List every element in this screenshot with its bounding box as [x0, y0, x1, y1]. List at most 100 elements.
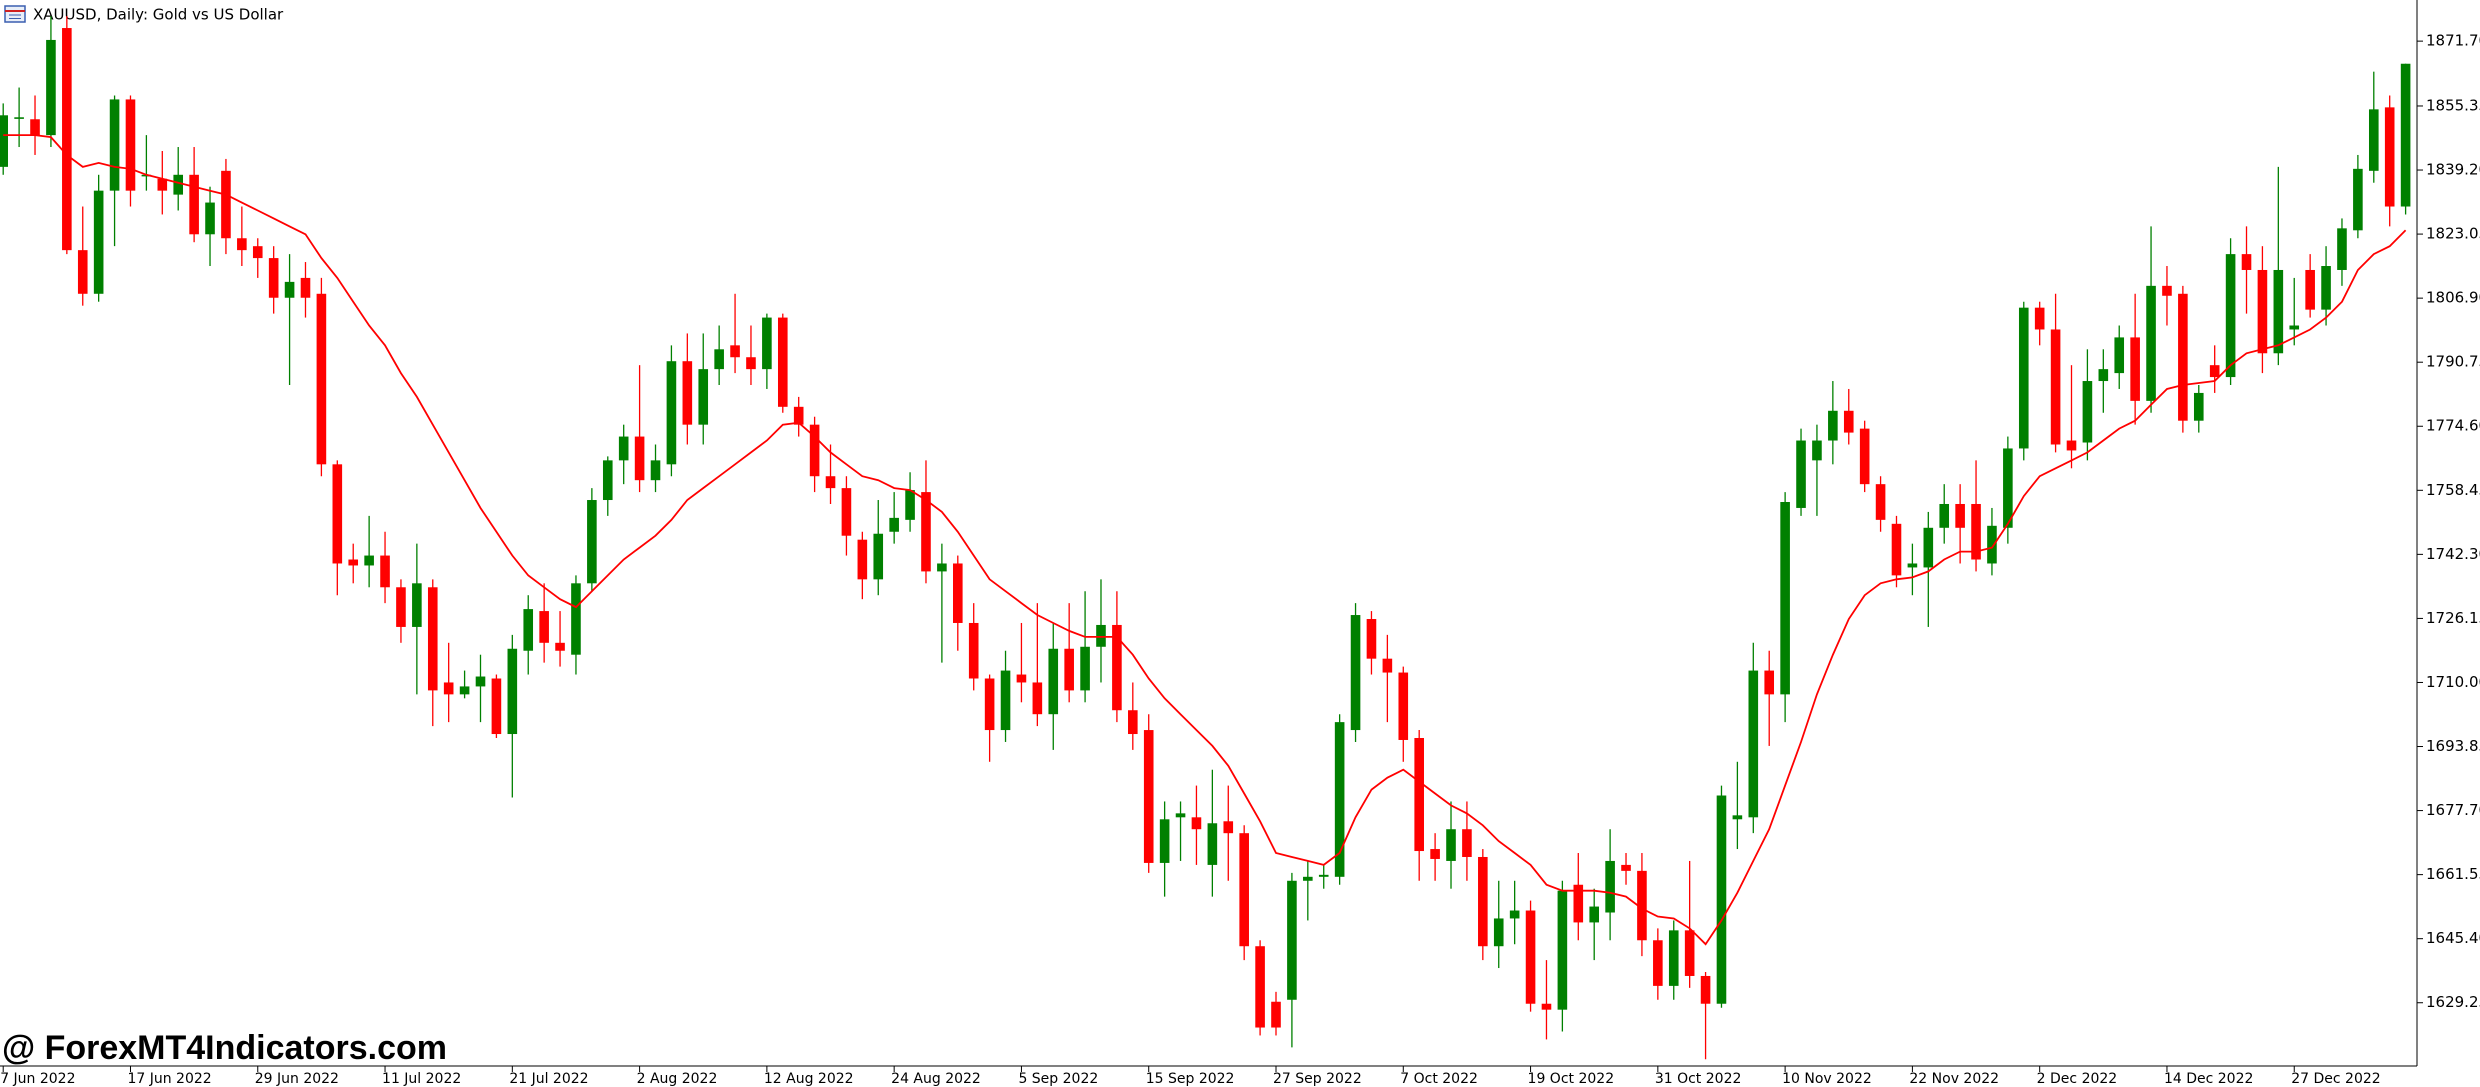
candle-body: [2114, 337, 2125, 374]
candle-body: [762, 317, 772, 370]
candle-body: [825, 476, 836, 489]
y-tick-label: 1871.70: [2426, 32, 2480, 50]
candle-body: [1446, 829, 1456, 861]
y-tick-label: 1629.25: [2426, 993, 2480, 1011]
candle-body: [2066, 440, 2077, 451]
candle-body: [221, 170, 231, 239]
candle-body: [873, 533, 884, 580]
candle-body: [1891, 523, 1902, 576]
x-tick-label: 2 Aug 2022: [637, 1071, 718, 1087]
candle-body: [1589, 906, 1599, 923]
candle-body: [443, 682, 454, 695]
x-tick-label: 29 Jun 2022: [255, 1071, 339, 1087]
watermark: @ ForexMT4Indicators.com: [2, 1029, 447, 1067]
candle-body: [1382, 658, 1393, 673]
candle-body: [1605, 860, 1615, 913]
x-tick-label: 19 Oct 2022: [1528, 1071, 1615, 1087]
candle-body: [316, 293, 327, 465]
y-tick-label: 1726.15: [2426, 609, 2480, 627]
candle-body: [1939, 503, 1950, 528]
candle-body: [1796, 440, 1806, 508]
candle-body: [523, 609, 534, 651]
candle-body: [1859, 428, 1870, 485]
candle-body: [2130, 337, 2140, 401]
candle-body: [2082, 381, 2093, 443]
candle-body: [2305, 269, 2315, 310]
candle-body: [1175, 813, 1186, 818]
candle-body: [1430, 849, 1440, 859]
x-tick-label: 10 Nov 2022: [1782, 1071, 1872, 1087]
y-tick-label: 1710.00: [2426, 673, 2480, 691]
candle-body: [1971, 503, 1981, 560]
candle-body: [412, 583, 422, 627]
candle-body: [125, 99, 136, 191]
candle-body: [507, 648, 518, 735]
y-tick-label: 1661.55: [2426, 865, 2480, 883]
candle-body: [380, 555, 390, 588]
candle-body: [889, 517, 899, 532]
candle-body: [2193, 392, 2204, 421]
candle-body: [1318, 874, 1329, 877]
plot-area: [0, 16, 2411, 1060]
candle-body: [2034, 307, 2045, 330]
candle-body: [953, 563, 963, 623]
candle-body: [491, 678, 502, 735]
candle-body: [1843, 410, 1854, 433]
candle-body: [2178, 293, 2188, 421]
candle-body: [364, 555, 374, 566]
y-tick-label: 1855.35: [2426, 96, 2480, 114]
candle-body: [2321, 266, 2331, 310]
candle-body: [682, 361, 693, 425]
candle-body: [857, 539, 868, 580]
candle-body: [93, 190, 104, 294]
x-tick-label: 27 Dec 2022: [2291, 1071, 2380, 1087]
candle-body: [427, 587, 438, 691]
candle-body: [1557, 890, 1568, 1010]
candle-body: [1478, 856, 1488, 947]
candle-body: [2241, 254, 2252, 270]
candle-body: [1668, 930, 1679, 986]
candle-body: [77, 250, 88, 294]
candle-body: [348, 559, 359, 566]
candle-body: [1096, 624, 1106, 647]
x-tick-label: 17 Jun 2022: [127, 1071, 211, 1087]
candle-body: [459, 686, 470, 695]
candle-body: [2289, 325, 2300, 330]
candle-body: [2018, 307, 2029, 449]
candle-body: [2257, 269, 2268, 354]
candle-body: [1716, 795, 1727, 1004]
y-tick-label: 1693.85: [2426, 737, 2480, 755]
x-tick-label: 5 Sep 2022: [1018, 1071, 1098, 1087]
y-tick-label: 1677.70: [2426, 801, 2480, 819]
candle-body: [746, 357, 756, 370]
candle-body: [539, 611, 549, 643]
candle-body: [2146, 285, 2156, 401]
candle-body: [698, 369, 709, 425]
candle-body: [300, 277, 311, 298]
candle-body: [1143, 730, 1154, 863]
candle-body: [1525, 910, 1536, 1004]
candle-body: [1653, 940, 1663, 986]
candle-body: [1255, 946, 1265, 1028]
candle-body: [1048, 648, 1059, 715]
y-tick-label: 1645.40: [2426, 929, 2480, 947]
candle-body: [157, 178, 168, 191]
candle-body: [2098, 369, 2109, 382]
candle-body: [1303, 876, 1313, 881]
candle-body: [1239, 833, 1249, 947]
candle-body: [1064, 648, 1074, 691]
candle-body: [714, 349, 724, 370]
candle-body: [1207, 823, 1218, 865]
candle-body: [1080, 646, 1090, 691]
x-tick-label: 22 Nov 2022: [1909, 1071, 1999, 1087]
candle-body: [189, 174, 199, 235]
candle-body: [2225, 254, 2236, 378]
candle-body: [14, 117, 24, 119]
candle-body: [602, 460, 613, 501]
candle-body: [205, 202, 215, 235]
candle-body: [968, 622, 979, 679]
candle-body: [1493, 918, 1504, 947]
candle-body: [1828, 410, 1838, 441]
candle-body: [841, 488, 852, 536]
title-icon: [4, 5, 26, 23]
